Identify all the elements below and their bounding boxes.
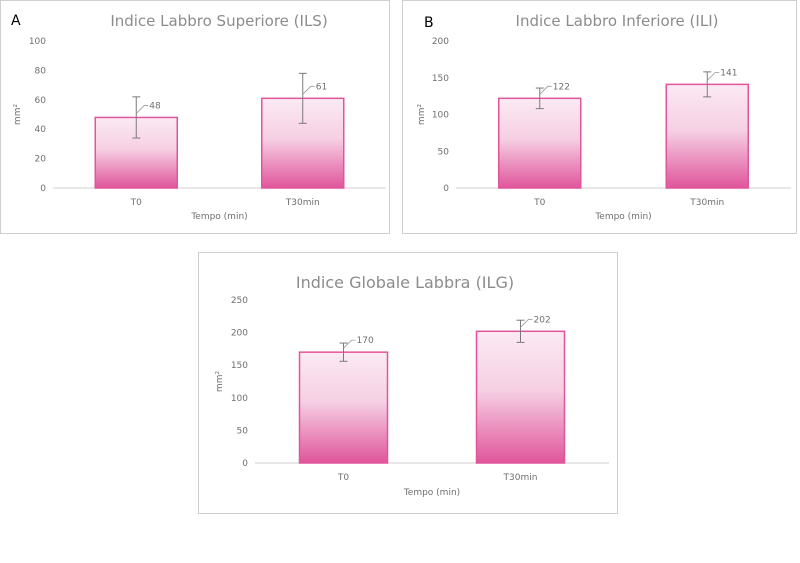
y-tick-label: 200 xyxy=(231,329,248,339)
data-label: 170 xyxy=(357,336,374,346)
chart-a-svg: A Indice Labbro Superiore (ILS) 0 20 40 60 80 1… xyxy=(11,12,386,222)
x-axis-label: Tempo (min) xyxy=(403,488,460,498)
chart-c-svg: Indice Globale Labbra (ILG) 0 50 100 150 200 2… xyxy=(215,273,609,498)
y-axis-label: mm² xyxy=(13,104,23,126)
bar xyxy=(475,330,566,464)
y-tick-label: 0 xyxy=(443,184,449,194)
x-tick-label: T0 xyxy=(337,473,349,483)
panel-label: A xyxy=(11,13,21,29)
x-tick-label: T30min xyxy=(689,198,724,208)
y-axis-label: mm² xyxy=(215,371,225,393)
y-tick-label: 50 xyxy=(438,147,450,157)
chart-b-svg: B Indice Labbro Inferiore (ILI) 0 50 100 150 2… xyxy=(417,12,791,222)
y-tick-label: 250 xyxy=(231,296,248,306)
data-label-leader xyxy=(343,339,356,349)
data-label-leader xyxy=(135,105,149,114)
y-tick-label: 0 xyxy=(40,184,46,194)
data-label: 122 xyxy=(553,82,570,92)
y-tick-label: 100 xyxy=(432,111,449,121)
data-label: 48 xyxy=(149,101,161,111)
x-tick-label: T30min xyxy=(503,473,538,483)
y-tick-label: 150 xyxy=(432,74,449,84)
y-tick-label: 150 xyxy=(231,361,248,371)
chart-title: Indice Labbro Inferiore (ILI) xyxy=(516,12,719,30)
data-label-leader xyxy=(520,318,533,328)
chart-panel-a: A Indice Labbro Superiore (ILS) 0 20 40 60 80 1… xyxy=(0,0,390,234)
x-axis-label: Tempo (min) xyxy=(190,212,247,222)
y-tick-label: 60 xyxy=(35,96,47,106)
y-tick-label: 50 xyxy=(237,426,249,436)
y-tick-label: 80 xyxy=(35,66,47,76)
data-label-leader xyxy=(706,71,720,81)
y-tick-label: 20 xyxy=(35,155,47,165)
data-label-leader xyxy=(539,85,552,95)
chart-title: Indice Globale Labbra (ILG) xyxy=(296,273,514,292)
chart-panel-b: B Indice Labbro Inferiore (ILI) 0 50 100 150 2… xyxy=(402,0,797,234)
x-tick-label: T30min xyxy=(285,198,320,208)
x-tick-label: T0 xyxy=(533,198,545,208)
panel-label: B xyxy=(424,15,434,31)
chart-title: Indice Labbro Superiore (ILS) xyxy=(110,12,327,30)
y-axis-label: mm² xyxy=(417,104,427,126)
data-label: 61 xyxy=(316,82,327,92)
data-label: 202 xyxy=(534,315,551,325)
bar xyxy=(665,83,749,189)
x-axis-label: Tempo (min) xyxy=(594,212,651,222)
y-tick-label: 100 xyxy=(231,394,248,404)
y-tick-label: 40 xyxy=(35,125,47,135)
y-tick-label: 100 xyxy=(29,37,46,47)
data-label: 141 xyxy=(720,68,737,78)
x-tick-label: T0 xyxy=(130,198,142,208)
data-label-leader xyxy=(302,85,315,95)
bar xyxy=(298,351,389,464)
y-tick-label: 200 xyxy=(432,37,449,47)
y-tick-label: 0 xyxy=(242,459,248,469)
chart-panel-c: Indice Globale Labbra (ILG) 0 50 100 150 200 2… xyxy=(198,252,618,514)
bar xyxy=(498,97,582,189)
